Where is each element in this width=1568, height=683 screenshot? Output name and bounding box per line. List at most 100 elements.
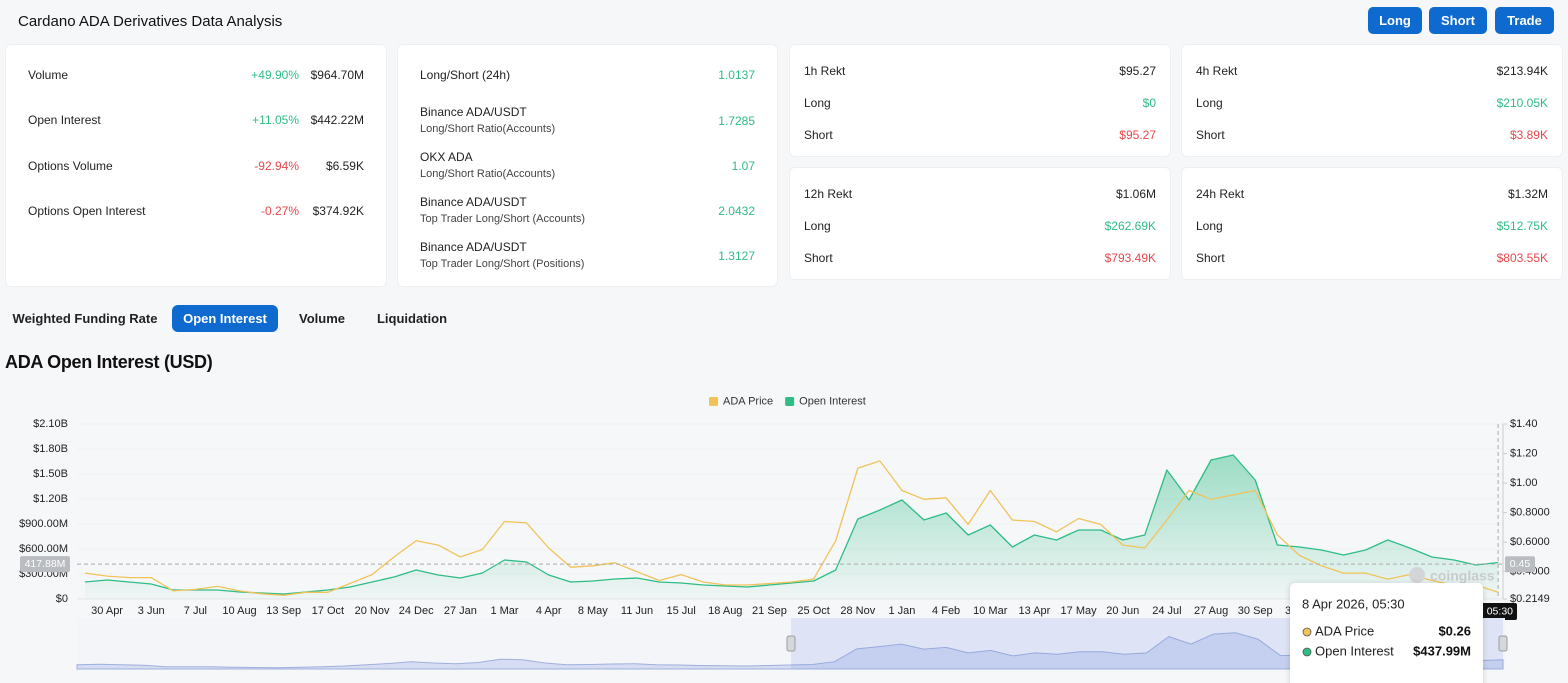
metric-label: Open Interest (28, 113, 101, 128)
x-tick-label: 30 Sep (1238, 605, 1273, 617)
header-button[interactable]: Short (1429, 7, 1487, 34)
rekt-title: 12h Rekt (804, 187, 853, 201)
ratio-sublabel: Top Trader Long/Short (Positions) (420, 258, 585, 270)
x-tick-label: 15 Jul (666, 605, 695, 617)
ratio-value: 1.7285 (718, 114, 755, 128)
tab[interactable]: Open Interest (172, 305, 278, 332)
y2-tick-label: $1.00 (1510, 477, 1538, 489)
ratio-label: Long/Short (24h) (420, 68, 511, 82)
y2-tick-label: $1.20 (1510, 447, 1538, 459)
watermark: coinglass (1430, 568, 1495, 584)
x-tick-label: 18 Aug (708, 605, 742, 617)
header-button[interactable]: Long (1368, 7, 1422, 34)
overview-card: Volume +49.90% $964.70M Open Interest +11.05… (5, 44, 387, 287)
x-tick-label: 7 Jul (184, 605, 207, 617)
tooltip-dot (1302, 627, 1312, 637)
tooltip-name: Open Interest (1315, 643, 1394, 658)
ratio-label: Binance ADA/USDT (420, 105, 527, 119)
x-tick-label: 24 Jul (1152, 605, 1181, 617)
x-tick-label: 27 Aug (1194, 605, 1228, 617)
x-tick-label: 24 Dec (399, 605, 434, 617)
crosshair-y-label: 417.88M (25, 558, 66, 570)
metric-value: $374.92K (312, 203, 364, 218)
x-tick-label: 28 Nov (840, 605, 875, 617)
rekt-short-label: Short (804, 251, 833, 265)
tooltip-box (1290, 583, 1483, 683)
y2-tick-label: $0.8000 (1510, 507, 1550, 519)
x-tick-label: 4 Apr (536, 605, 562, 617)
ratio-card: Long/Short (24h) 1.0137 Binance ADA/USDT Lo… (397, 44, 778, 287)
rekt-long: $512.75K (1496, 219, 1548, 233)
x-tick-label: 3 Jun (138, 605, 165, 617)
x-tick-label: 20 Nov (355, 605, 390, 617)
y-tick-label: $2.10B (33, 418, 68, 430)
y-tick-label: $1.20B (33, 493, 68, 505)
rekt-short: $793.49K (1104, 251, 1156, 265)
x-tick-label: 10 Mar (973, 605, 1008, 617)
metric-value: $6.59K (325, 158, 364, 173)
crosshair-y2-label: 0.45 (1510, 558, 1531, 570)
rekt-short-label: Short (1196, 251, 1225, 265)
rekt-title: 4h Rekt (1196, 64, 1238, 78)
rekt-short: $3.89K (1509, 128, 1548, 142)
legend-label: Open Interest (799, 395, 866, 407)
ratio-sublabel: Top Trader Long/Short (Accounts) (420, 213, 586, 225)
ratio-label: Binance ADA/USDT (420, 195, 527, 209)
ratio-value: 2.0432 (718, 204, 755, 218)
x-tick-label: 17 May (1061, 605, 1098, 617)
metric-value: $964.70M (310, 68, 364, 82)
metric-change: +11.05% (252, 113, 299, 128)
x-tick-label: 10 Aug (222, 605, 256, 617)
y-tick-label: $900.00M (19, 518, 68, 530)
rekt-long-label: Long (804, 219, 831, 233)
x-tick-label: 13 Apr (1019, 605, 1051, 617)
watermark-logo (1409, 567, 1425, 583)
rekt-short-label: Short (804, 128, 833, 142)
x-tick-label: 11 Jun (621, 605, 653, 617)
ratio-label: Binance ADA/USDT (420, 240, 527, 254)
tooltip-name: ADA Price (1315, 623, 1374, 638)
metric-label: Options Volume (28, 158, 113, 173)
x-tick-label: 1 Mar (490, 605, 518, 617)
rekt-long: $262.69K (1104, 219, 1156, 233)
chart-title: ADA Open Interest (USD) (5, 352, 213, 372)
rekt-long-label: Long (1196, 96, 1223, 110)
rekt-title: 1h Rekt (804, 64, 846, 78)
header-button[interactable]: Trade (1495, 7, 1554, 34)
y-tick-label: $600.00M (19, 543, 68, 555)
rekt-total: $1.32M (1507, 187, 1548, 201)
rekt-title: 24h Rekt (1196, 187, 1245, 201)
rekt-total: $95.27 (1119, 64, 1156, 78)
metric-value: $442.22M (310, 113, 364, 128)
tab[interactable]: Weighted Funding Rate (12, 311, 158, 326)
page-title: Cardano ADA Derivatives Data Analysis (18, 13, 283, 30)
x-tick-label: 13 Sep (266, 605, 301, 617)
rekt-total: $1.06M (1115, 187, 1156, 201)
rekt-card: 1h Rekt $95.27 Long $0 Short $95.27 (789, 44, 1171, 157)
ratio-sublabel: Long/Short Ratio(Accounts) (420, 123, 556, 135)
rekt-card: 24h Rekt $1.32M Long $512.75K Short $803.55K (1181, 167, 1563, 280)
crosshair-y-box (20, 556, 70, 573)
legend-label: ADA Price (723, 395, 773, 407)
y-tick-label: $1.80B (33, 443, 68, 455)
y-tick-label: $1.50B (33, 468, 68, 480)
rekt-card: 12h Rekt $1.06M Long $262.69K Short $793.49K (789, 167, 1171, 280)
ratio-label: OKX ADA (420, 150, 473, 164)
tooltip-value: $0.26 (1438, 623, 1471, 638)
x-tick-label: 8 May (578, 605, 608, 617)
y2-tick-label: $0.6000 (1510, 536, 1550, 548)
x-tick-label: 30 Apr (91, 605, 123, 617)
crosshair-y2-box (1505, 556, 1535, 573)
rekt-short: $803.55K (1496, 251, 1548, 265)
tooltip-value: $437.99M (1413, 643, 1471, 658)
tooltip-title: 8 Apr 2026, 05:30 (1302, 596, 1405, 611)
tab[interactable]: Volume (299, 311, 345, 326)
x-tick-label: 27 Jan (444, 605, 477, 617)
line (84, 454, 1499, 595)
rekt-long: $210.05K (1496, 96, 1548, 110)
rekt-total: $213.94K (1496, 64, 1548, 78)
x-tick-label: 17 Oct (312, 605, 344, 617)
tab[interactable]: Liquidation (376, 311, 448, 326)
